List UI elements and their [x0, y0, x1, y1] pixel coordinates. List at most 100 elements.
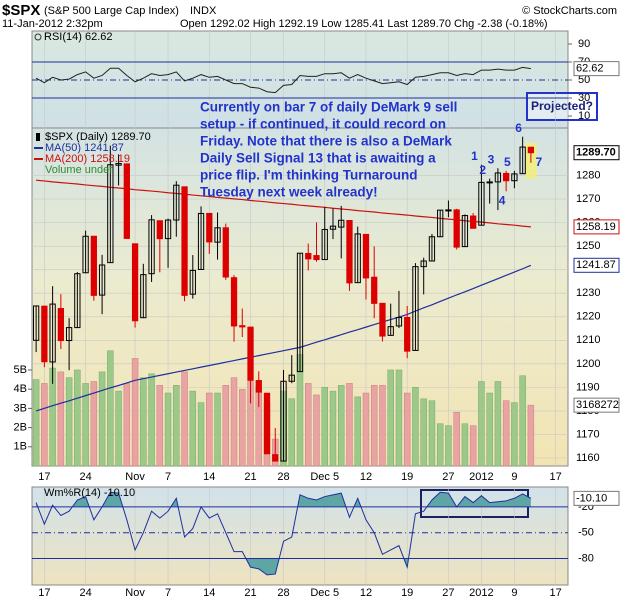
volume-bar [346, 383, 353, 467]
volume-bar [370, 385, 378, 467]
candle-body [354, 233, 361, 284]
value-tag: 1241.87 [576, 259, 616, 271]
x-tick-label: 7 [165, 587, 171, 599]
demark-count: 4 [499, 193, 506, 207]
rsi-tick-label: 10 [578, 110, 590, 122]
candle-body [404, 316, 411, 352]
annotation-text: Friday. Note that there is also a DeMark [200, 134, 452, 149]
volume-bar [98, 371, 106, 467]
x-tick-label: 24 [79, 471, 91, 483]
candle-body [140, 274, 147, 319]
volume-bar [131, 358, 139, 467]
volume-bar [395, 369, 403, 467]
rsi-tick-label: 90 [578, 38, 590, 50]
volume-bar [511, 402, 518, 467]
candle-body [478, 181, 485, 226]
candle-body [181, 186, 188, 296]
willr-legend: Wm%R(14) -10.10 [44, 487, 135, 499]
value-tag-box [573, 219, 620, 235]
candle-body [115, 163, 122, 166]
volume-bar [90, 381, 98, 467]
volume-tick-label: 3B [14, 402, 27, 414]
candle-body [206, 212, 213, 243]
volume-bar [321, 387, 328, 467]
value-tag-box [573, 145, 620, 161]
volume-bar [478, 381, 485, 467]
y-tick-label: 1220 [576, 311, 600, 323]
volume-bar [107, 350, 114, 467]
volume-bar [453, 411, 460, 467]
candle-body [371, 276, 378, 304]
volume-bar [362, 392, 370, 467]
annotation-text: Tuesday next week already! [200, 185, 378, 200]
candle-body [189, 269, 196, 295]
rsi-tick-label: 30 [578, 92, 590, 104]
x-tick-label: Nov [125, 471, 145, 483]
y-tick-label: 1280 [576, 169, 600, 181]
candle-body [222, 227, 229, 278]
value-tag-box [573, 490, 620, 506]
quote: Open 1292.02 High 1292.19 Low 1285.41 La… [180, 18, 548, 30]
volume-bar [305, 383, 312, 467]
x-tick-label: 2012 [469, 471, 493, 483]
x-tick-label: 27 [442, 587, 454, 599]
volume-bar [156, 385, 164, 467]
volume-bar [494, 381, 502, 467]
candle-body [272, 454, 279, 462]
volume-bar [436, 423, 444, 467]
candle-body [131, 243, 139, 322]
volume-bar [239, 388, 246, 467]
candle-body [247, 326, 254, 381]
candle-body [338, 219, 345, 228]
candle-body [255, 380, 262, 393]
volume-bar [461, 423, 469, 467]
candle-body [65, 327, 73, 342]
x-tick-label: 17 [550, 471, 562, 483]
volume-bar [338, 385, 345, 467]
x-tick-label: 7 [165, 471, 171, 483]
volume-bar [222, 385, 230, 467]
candle-body [49, 303, 56, 363]
candle-body [420, 260, 427, 268]
legend-icon [34, 33, 42, 41]
candle-body [164, 219, 172, 240]
candle-body [280, 380, 287, 462]
x-tick-label: 19 [401, 471, 413, 483]
candle-body [214, 227, 221, 243]
volume-bar [288, 398, 295, 467]
candle-body [82, 235, 89, 274]
candle-body [263, 392, 271, 455]
candle-body [288, 374, 295, 382]
willr-tick-label: -80 [578, 552, 594, 564]
volume-bar [148, 373, 155, 467]
x-tick-label: 9 [511, 471, 517, 483]
volume-bar [32, 379, 40, 467]
y-tick-label: 1160 [576, 452, 600, 464]
value-tag: 3168272 [576, 399, 619, 411]
volume-bar [65, 377, 73, 467]
candle-body [107, 164, 114, 264]
volume-bar [527, 404, 535, 467]
volume-bar [387, 369, 394, 467]
date: 11-Jan-2012 2:32pm [2, 18, 103, 30]
volume-bar [230, 377, 238, 467]
value-tag-box [573, 61, 620, 77]
volume-bar [519, 375, 526, 467]
candle-body [346, 220, 353, 284]
projected-box [526, 92, 598, 121]
candle-body [98, 264, 106, 296]
candle-body [461, 215, 469, 248]
candle-body [470, 215, 477, 229]
demark-count: 7 [536, 155, 543, 169]
x-tick-label: 9 [511, 587, 517, 599]
candle-body [503, 172, 510, 182]
willr-overbought-fill [36, 492, 531, 507]
annotation-text: setup - if continued, it could record on [200, 117, 446, 132]
value-tag: 1289.70 [576, 147, 616, 159]
volume-bar [57, 371, 65, 467]
candle-body [148, 219, 155, 275]
legend-entry: MA(200) 1258.19 [45, 153, 130, 165]
volume-bar [428, 400, 436, 467]
candle-body [239, 325, 246, 328]
volume-bar [329, 390, 337, 467]
